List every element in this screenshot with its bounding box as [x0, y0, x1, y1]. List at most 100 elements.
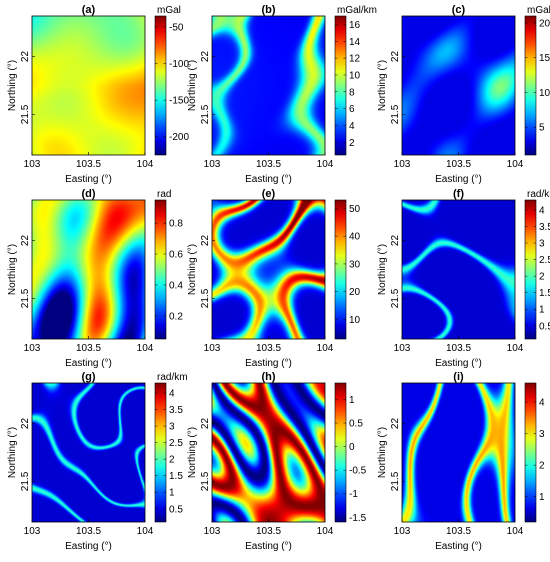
colorbar-tick-label: 0.6	[169, 250, 183, 261]
colorbar-tick-label: 0.5	[169, 504, 183, 515]
panel-label: (h)	[261, 371, 275, 383]
colorbar-unit: rad	[157, 189, 171, 200]
x-axis-label: Easting (°)	[245, 358, 292, 369]
y-tick-label: 22	[390, 51, 401, 63]
x-tick-label: 103	[394, 159, 411, 170]
panel-label: (i)	[453, 371, 464, 383]
panel-label: (b)	[261, 4, 275, 16]
colorbar-a	[154, 15, 167, 156]
y-axis-label: Northing (°)	[377, 244, 388, 295]
x-axis-label: Easting (°)	[435, 541, 482, 552]
colorbar-tick-label: 2	[539, 461, 545, 472]
x-tick-label: 103	[204, 343, 221, 354]
x-tick-label: 104	[137, 159, 154, 170]
x-tick-label: 103.5	[76, 343, 101, 354]
x-tick-label: 103	[24, 343, 41, 354]
heatmap-a	[32, 16, 145, 155]
panel-e: (e) 103 103.5 104 Easting (°) 22 21.5Northing …	[187, 188, 361, 369]
colorbar-tick-label: 3.5	[169, 405, 183, 416]
colorbar-tick-label: -150	[169, 96, 189, 107]
colorbar-g	[154, 382, 167, 523]
colorbar-tick-label: 14	[349, 37, 361, 48]
x-tick-label: 103.5	[446, 159, 471, 170]
panel-i: (i) 103 103.5 104 Easting (°) 22 21.5Northing …	[377, 371, 545, 552]
x-axis-label: Easting (°)	[435, 358, 482, 369]
colorbar-tick-label: 0.5	[349, 419, 363, 430]
y-tick-label: 21.5	[20, 288, 31, 308]
colorbar-tick-label: 3.5	[539, 222, 550, 233]
colorbar-tick-label: 15	[539, 53, 550, 64]
x-tick-label: 103.5	[76, 159, 101, 170]
heatmap-b	[212, 16, 325, 155]
y-tick-label: 22	[200, 51, 211, 63]
colorbar-tick-label: 0.2	[169, 311, 183, 322]
colorbar-tick-label: 40	[349, 232, 361, 243]
y-tick-label: 22	[20, 51, 31, 63]
panel-label: (f)	[453, 188, 464, 200]
colorbar-tick-label: 2.5	[169, 438, 183, 449]
colorbar-tick-label: 10	[349, 70, 361, 81]
heatmap-i	[402, 383, 515, 522]
y-tick-label: 22	[20, 235, 31, 247]
y-tick-label: 21.5	[20, 471, 31, 491]
y-tick-label: 22	[200, 235, 211, 247]
x-tick-label: 104	[317, 343, 334, 354]
colorbar-tick-label: 50	[349, 204, 361, 215]
x-axis-label: Easting (°)	[65, 358, 112, 369]
colorbar-tick-label: 6	[349, 104, 355, 115]
colorbar-tick-label: 2	[349, 138, 355, 149]
y-axis-label: Northing (°)	[187, 427, 198, 478]
colorbar-tick-label: 1.5	[539, 288, 550, 299]
colorbar-tick-label: 3	[169, 422, 175, 433]
heatmap-e	[212, 200, 325, 339]
colorbar-tick-label: 1	[349, 395, 355, 406]
colorbar-tick-label: 0.8	[169, 219, 183, 230]
x-axis-label: Easting (°)	[435, 174, 482, 185]
y-tick-label: 21.5	[390, 104, 401, 124]
colorbar-tick-label: 2	[539, 272, 545, 283]
colorbar-b	[334, 15, 347, 156]
y-axis-label: Northing (°)	[377, 60, 388, 111]
colorbar-tick-label: 30	[349, 259, 361, 270]
panel-d: (d) 103 103.5 104 Easting (°) 22 21.5Northing …	[7, 188, 183, 369]
colorbar-h	[334, 382, 347, 523]
x-axis-label: Easting (°)	[65, 174, 112, 185]
colorbar-tick-label: 20	[349, 287, 361, 298]
colorbar-tick-label: 1	[539, 492, 545, 503]
x-tick-label: 103.5	[256, 159, 281, 170]
colorbar-tick-label: 4	[539, 397, 545, 408]
x-tick-label: 104	[137, 343, 154, 354]
colorbar-tick-label: 12	[349, 54, 361, 65]
y-axis-label: Northing (°)	[377, 427, 388, 478]
panel-label: (c)	[452, 4, 466, 16]
colorbar-e	[334, 199, 347, 340]
heatmap-c	[402, 16, 515, 155]
colorbar-tick-label: -50	[169, 22, 184, 33]
colorbar-tick-label: 0	[349, 442, 355, 453]
colorbar-tick-label: -1	[349, 489, 358, 500]
x-tick-label: 104	[137, 526, 154, 537]
colorbar-tick-label: 1	[539, 305, 545, 316]
panel-c: (c) 103 103.5 104 Easting (°) 22 21.5Northing …	[377, 4, 550, 185]
y-tick-label: 21.5	[390, 288, 401, 308]
x-axis-label: Easting (°)	[245, 174, 292, 185]
panel-h: (h) 103 103.5 104 Easting (°) 22 21.5Northing …	[187, 371, 367, 552]
colorbar-tick-label: 1.5	[169, 471, 183, 482]
colorbar-tick-label: 10	[539, 88, 550, 99]
panel-a: (a) 103 103.5 104 Easting (°) 22 21.5Northing …	[7, 4, 189, 185]
x-tick-label: 103.5	[446, 526, 471, 537]
y-axis-label: Northing (°)	[7, 427, 18, 478]
panel-label: (e)	[262, 188, 276, 200]
y-tick-label: 21.5	[200, 104, 211, 124]
colorbar-unit: mGal/km	[337, 5, 377, 16]
colorbar-tick-label: 0.5	[539, 321, 550, 332]
y-axis-label: Northing (°)	[187, 60, 198, 111]
y-tick-label: 21.5	[390, 471, 401, 491]
colorbar-i	[524, 382, 537, 523]
colorbar-tick-label: 4	[349, 121, 355, 132]
y-axis-label: Northing (°)	[7, 60, 18, 111]
colorbar-tick-label: 4	[539, 205, 545, 216]
colorbar-tick-label: 3	[539, 429, 545, 440]
